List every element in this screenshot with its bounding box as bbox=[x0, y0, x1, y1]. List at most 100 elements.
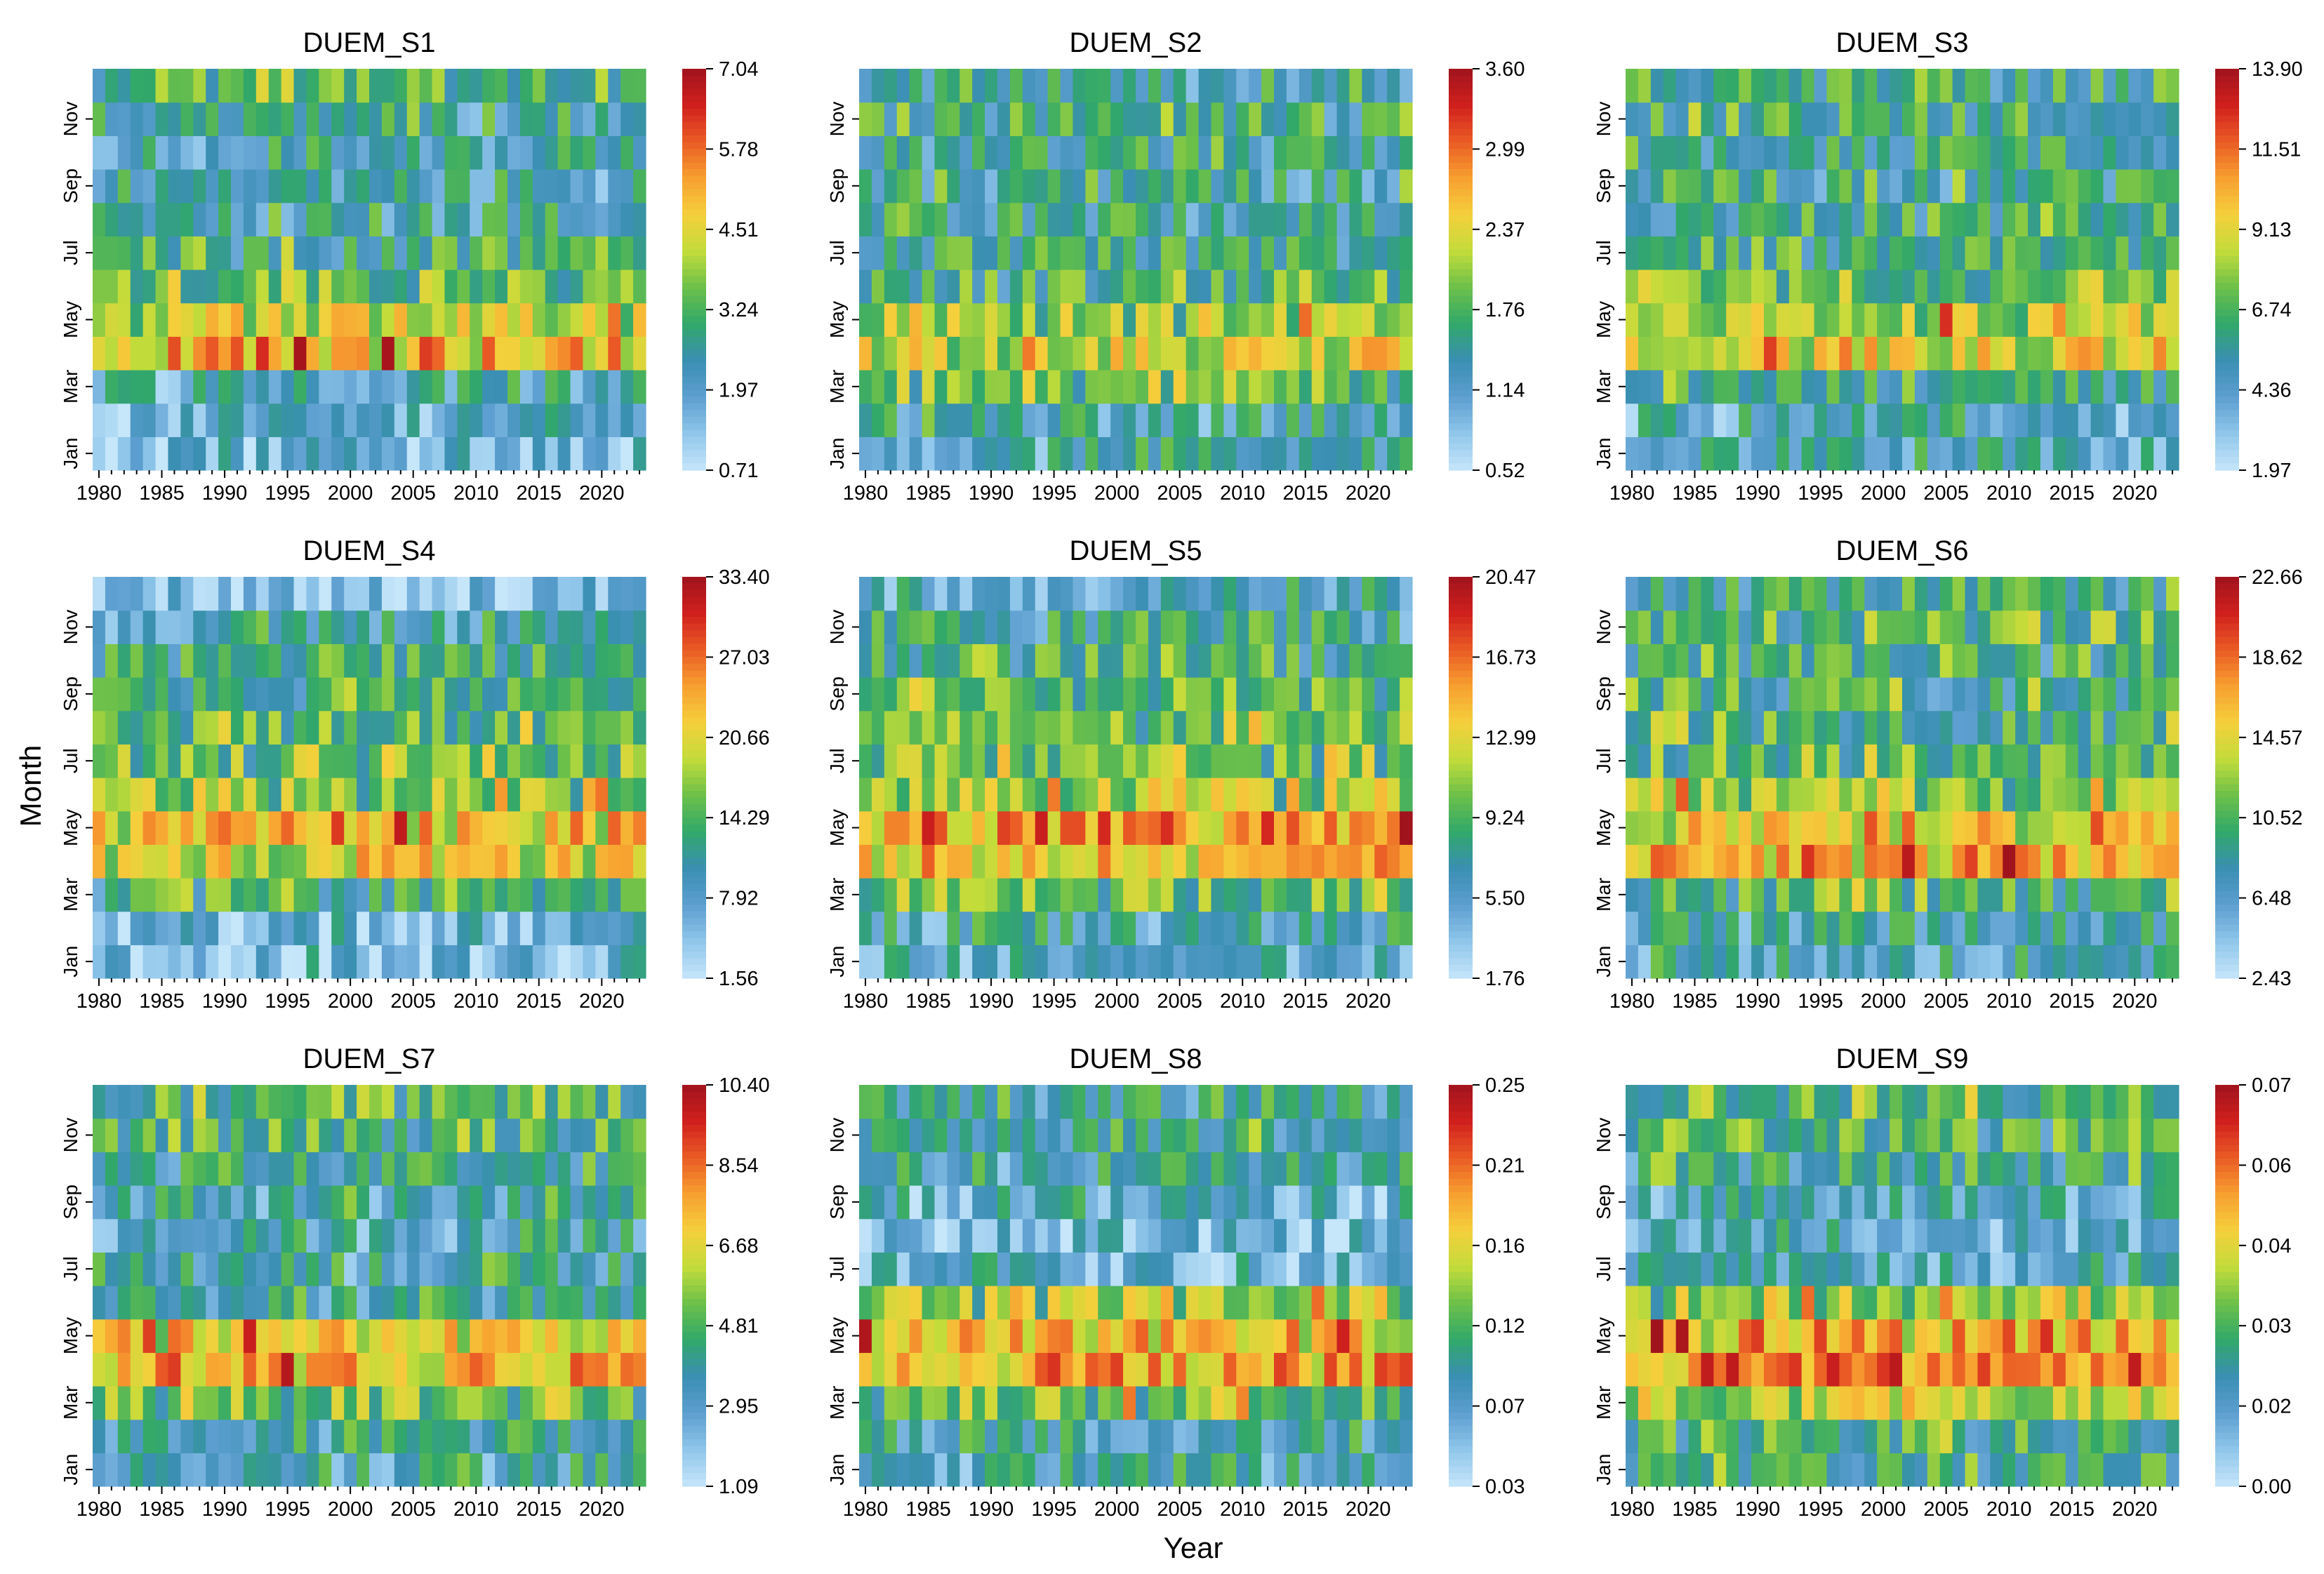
heatmap-cell bbox=[1626, 236, 1639, 270]
colorbar-segment bbox=[1449, 403, 1473, 411]
heatmap-cell bbox=[934, 169, 948, 204]
heatmap-cell bbox=[2103, 403, 2117, 437]
heatmap-cell bbox=[1965, 744, 1979, 778]
heatmap-cell bbox=[1726, 811, 1739, 845]
heatmap-cell bbox=[1261, 610, 1275, 644]
heatmap-cell bbox=[419, 945, 433, 979]
heatmap-cell bbox=[1739, 811, 1752, 845]
y-tick-label: Jul bbox=[826, 748, 848, 773]
heatmap-cell bbox=[1814, 577, 1828, 611]
heatmap-cell bbox=[117, 302, 131, 337]
heatmap-cell bbox=[1626, 878, 1639, 912]
heatmap-cell bbox=[633, 436, 646, 471]
heatmap-cell bbox=[369, 102, 383, 136]
heatmap-cell bbox=[1650, 269, 1664, 304]
colorbar-segment bbox=[2215, 657, 2239, 665]
colorbar-segment bbox=[2215, 128, 2239, 136]
heatmap-cell bbox=[1274, 677, 1287, 712]
colorbar-segment bbox=[2215, 918, 2239, 926]
heatmap-cell bbox=[1299, 169, 1313, 204]
colorbar-segment bbox=[1449, 283, 1473, 291]
heatmap-cell bbox=[1726, 577, 1739, 611]
heatmap-cell bbox=[1009, 844, 1023, 879]
heatmap-cell bbox=[369, 744, 383, 778]
heatmap-cell bbox=[255, 1386, 270, 1420]
heatmap-cell bbox=[1638, 744, 1652, 778]
heatmap-cell bbox=[922, 1252, 936, 1286]
heatmap-cell bbox=[231, 370, 244, 404]
heatmap-cell bbox=[545, 577, 559, 611]
heatmap-cell bbox=[93, 169, 106, 204]
heatmap-cell bbox=[1675, 436, 1689, 471]
heatmap-cell bbox=[381, 1252, 395, 1286]
heatmap-cell bbox=[2028, 744, 2041, 778]
heatmap-cell bbox=[1852, 878, 1865, 912]
heatmap-cell bbox=[1299, 844, 1313, 879]
heatmap-cell bbox=[595, 1419, 609, 1453]
heatmap-cell bbox=[406, 370, 420, 404]
heatmap-cell bbox=[444, 370, 458, 404]
heatmap-cell bbox=[1977, 102, 1991, 136]
heatmap-cell bbox=[1890, 169, 1903, 204]
heatmap-cell bbox=[331, 778, 345, 812]
heatmap-cell bbox=[344, 744, 357, 778]
heatmap-cell bbox=[583, 202, 596, 236]
heatmap-cell bbox=[1764, 677, 1777, 712]
heatmap-cell bbox=[1965, 878, 1979, 912]
heatmap-cell bbox=[130, 1252, 144, 1286]
heatmap-cell bbox=[319, 336, 332, 371]
heatmap-cell bbox=[620, 403, 634, 437]
heatmap-cell bbox=[231, 302, 244, 337]
colorbar-segment bbox=[2215, 82, 2239, 90]
heatmap-cell bbox=[432, 1118, 446, 1152]
heatmap-cell bbox=[884, 1218, 898, 1253]
heatmap-cell bbox=[193, 1453, 206, 1487]
heatmap-cell bbox=[1035, 811, 1049, 845]
heatmap-cell bbox=[1877, 677, 1890, 712]
heatmap-cell bbox=[909, 811, 923, 845]
heatmap-cell bbox=[1223, 878, 1237, 912]
heatmap-cell bbox=[545, 436, 559, 471]
heatmap-cell bbox=[2028, 577, 2041, 611]
heatmap-cell bbox=[206, 1419, 219, 1453]
heatmap-cell bbox=[1110, 269, 1124, 304]
heatmap-cell bbox=[1073, 811, 1086, 845]
heatmap-cell bbox=[2090, 236, 2104, 270]
heatmap-cell bbox=[495, 403, 508, 437]
heatmap-cell bbox=[1136, 1185, 1149, 1220]
heatmap-cell bbox=[281, 778, 295, 812]
heatmap-cell bbox=[432, 878, 446, 912]
heatmap-cell bbox=[1890, 403, 1903, 437]
heatmap-cell bbox=[1650, 778, 1664, 812]
colorbar-segment bbox=[2215, 122, 2239, 130]
heatmap-cell bbox=[620, 945, 634, 979]
heatmap-cell bbox=[168, 169, 181, 204]
heatmap-cell bbox=[1060, 202, 1074, 236]
heatmap-cell bbox=[1675, 135, 1689, 170]
heatmap-cell bbox=[1035, 269, 1049, 304]
heatmap-cell bbox=[357, 577, 370, 611]
colorbar-segment bbox=[682, 763, 706, 772]
heatmap-cell bbox=[997, 643, 1011, 678]
heatmap-cell bbox=[1864, 577, 1878, 611]
heatmap-cell bbox=[1914, 710, 1928, 745]
heatmap-cell bbox=[1148, 102, 1162, 136]
heatmap-cell bbox=[130, 403, 144, 437]
heatmap-cell bbox=[1236, 744, 1249, 778]
heatmap-cell bbox=[1650, 911, 1664, 945]
heatmap-cell bbox=[1788, 811, 1802, 845]
heatmap-cell bbox=[2028, 945, 2041, 979]
heatmap-cell bbox=[1311, 403, 1325, 437]
heatmap-cell bbox=[1826, 436, 1840, 471]
heatmap-cell bbox=[1274, 135, 1287, 170]
heatmap-cell bbox=[255, 945, 270, 979]
heatmap-cell bbox=[633, 844, 646, 879]
heatmap-cell bbox=[243, 436, 257, 471]
heatmap-cell bbox=[545, 236, 559, 270]
heatmap-cell bbox=[168, 269, 181, 304]
heatmap-cell bbox=[419, 878, 433, 912]
x-tick-label: 1995 bbox=[1031, 482, 1077, 505]
heatmap-cell bbox=[1236, 878, 1249, 912]
heatmap-cell bbox=[1249, 778, 1262, 812]
heatmap-cell bbox=[306, 269, 319, 304]
